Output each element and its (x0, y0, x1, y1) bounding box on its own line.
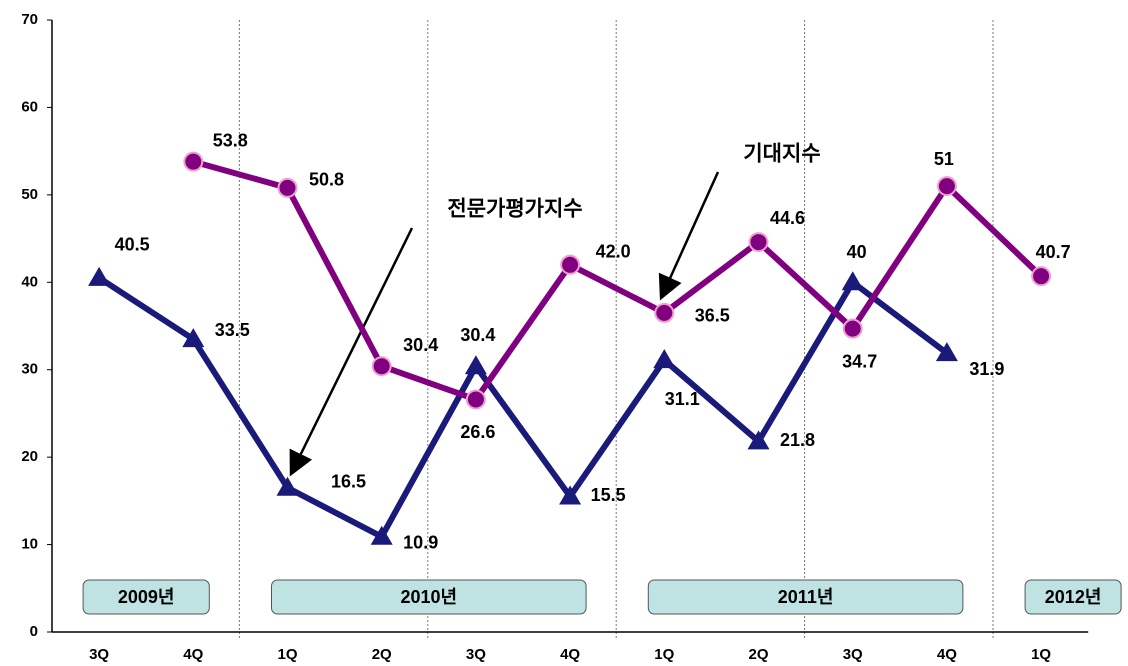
series-line (192, 158, 1044, 404)
x-tick-label: 1Q (654, 646, 674, 663)
circle-marker (936, 176, 957, 197)
triangle-marker (841, 271, 864, 291)
triangle-marker (182, 328, 205, 348)
circle-marker (560, 254, 581, 275)
circle-marker (371, 356, 392, 377)
value-label: 33.5 (215, 320, 250, 340)
circle-marker (748, 232, 769, 253)
value-label: 30.4 (460, 325, 495, 345)
y-tick-label: 70 (21, 11, 38, 28)
triangle-marker (464, 355, 487, 375)
circle-marker (654, 302, 675, 323)
y-tick-label: 0 (30, 623, 38, 640)
year-label: 2009년 (118, 587, 175, 607)
value-label: 34.7 (842, 351, 877, 371)
x-tick-label: 3Q (466, 646, 486, 663)
x-tick-label: 3Q (89, 646, 109, 663)
value-label: 40 (847, 242, 867, 262)
triangle-marker (88, 266, 111, 286)
year-label: 2010년 (400, 587, 457, 607)
triangle-marker (559, 485, 582, 505)
y-tick-label: 20 (21, 448, 38, 465)
value-label: 42.0 (596, 242, 631, 262)
value-label: 21.8 (780, 430, 815, 450)
series-annotation: 전문가평가지수 (447, 198, 582, 221)
value-label: 53.8 (213, 130, 248, 150)
value-label: 10.9 (403, 532, 438, 552)
year-label: 2012년 (1045, 587, 1102, 607)
triangle-marker (935, 342, 958, 362)
value-label: 40.7 (1036, 242, 1071, 262)
circle-marker (277, 177, 298, 198)
triangle-marker (653, 349, 676, 369)
year-box (82, 579, 210, 615)
x-tick-label: 4Q (183, 646, 203, 663)
series-line (97, 275, 949, 541)
y-tick-label: 40 (21, 273, 38, 290)
x-tick-label: 2Q (748, 646, 768, 663)
value-label: 31.9 (969, 359, 1004, 379)
year-box (271, 579, 587, 615)
annotation-arrow (289, 227, 414, 477)
value-label: 26.6 (460, 422, 495, 442)
triangle-marker (370, 525, 393, 545)
annotation-arrow (658, 171, 720, 301)
x-tick-label: 4Q (560, 646, 580, 663)
value-label: 50.8 (309, 170, 344, 190)
y-tick-label: 30 (21, 361, 38, 378)
series-annotation: 기대지수 (743, 143, 820, 166)
value-label: 15.5 (591, 485, 626, 505)
circle-marker (465, 389, 486, 410)
x-tick-label: 1Q (1031, 646, 1051, 663)
value-label: 40.5 (115, 235, 150, 255)
triangle-marker (747, 430, 770, 450)
value-label: 51 (934, 149, 954, 169)
circle-marker (842, 318, 863, 339)
value-label: 31.1 (665, 389, 700, 409)
y-tick-label: 50 (21, 186, 38, 203)
year-box (1024, 579, 1122, 615)
value-label: 16.5 (331, 471, 366, 491)
year-box (647, 579, 964, 615)
value-label: 44.6 (770, 208, 805, 228)
value-label: 36.5 (695, 306, 730, 326)
circle-marker (183, 151, 204, 172)
year-label: 2011년 (778, 587, 834, 607)
x-tick-label: 2Q (372, 646, 392, 663)
circle-marker (1031, 266, 1052, 287)
value-label: 30.4 (403, 335, 438, 355)
y-tick-label: 10 (21, 536, 38, 553)
x-tick-label: 1Q (277, 646, 297, 663)
triangle-marker (276, 476, 299, 496)
x-tick-label: 3Q (843, 646, 863, 663)
y-tick-label: 60 (21, 98, 38, 115)
x-tick-label: 4Q (937, 646, 957, 663)
